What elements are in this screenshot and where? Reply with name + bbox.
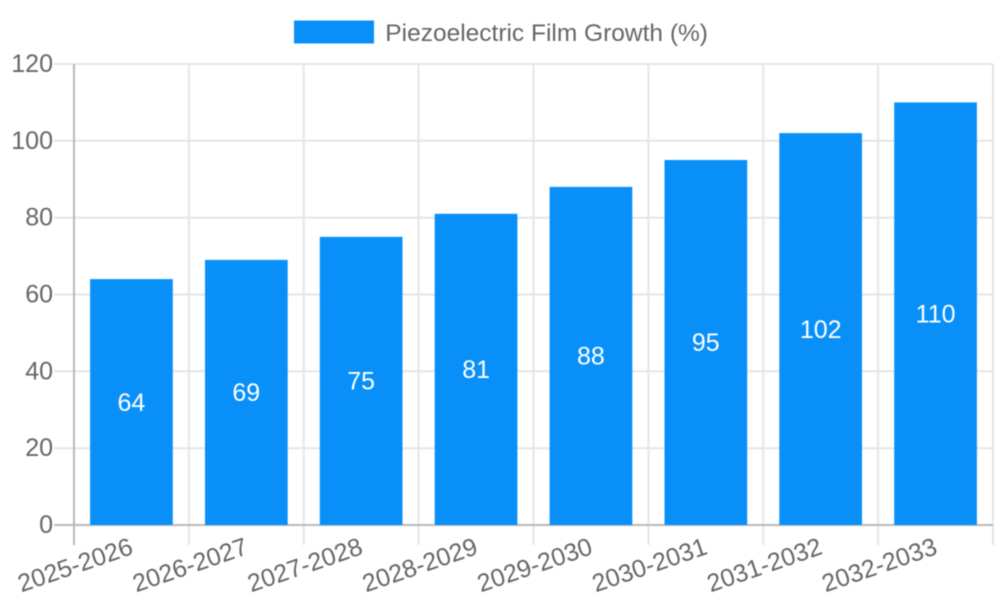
svg-text:88: 88: [577, 343, 605, 371]
svg-text:0: 0: [39, 511, 53, 539]
svg-text:40: 40: [25, 357, 53, 385]
svg-text:75: 75: [347, 368, 375, 396]
svg-text:110: 110: [916, 300, 956, 328]
svg-text:20: 20: [25, 434, 53, 462]
svg-text:120: 120: [11, 50, 53, 78]
svg-text:81: 81: [462, 356, 490, 384]
svg-text:60: 60: [25, 281, 53, 309]
svg-text:64: 64: [117, 389, 145, 417]
svg-text:100: 100: [11, 127, 53, 155]
svg-text:Piezoelectric Film Growth (%): Piezoelectric Film Growth (%): [385, 20, 708, 47]
svg-text:80: 80: [25, 204, 53, 232]
svg-text:95: 95: [692, 329, 720, 357]
svg-text:69: 69: [232, 379, 260, 407]
svg-text:102: 102: [800, 316, 842, 344]
